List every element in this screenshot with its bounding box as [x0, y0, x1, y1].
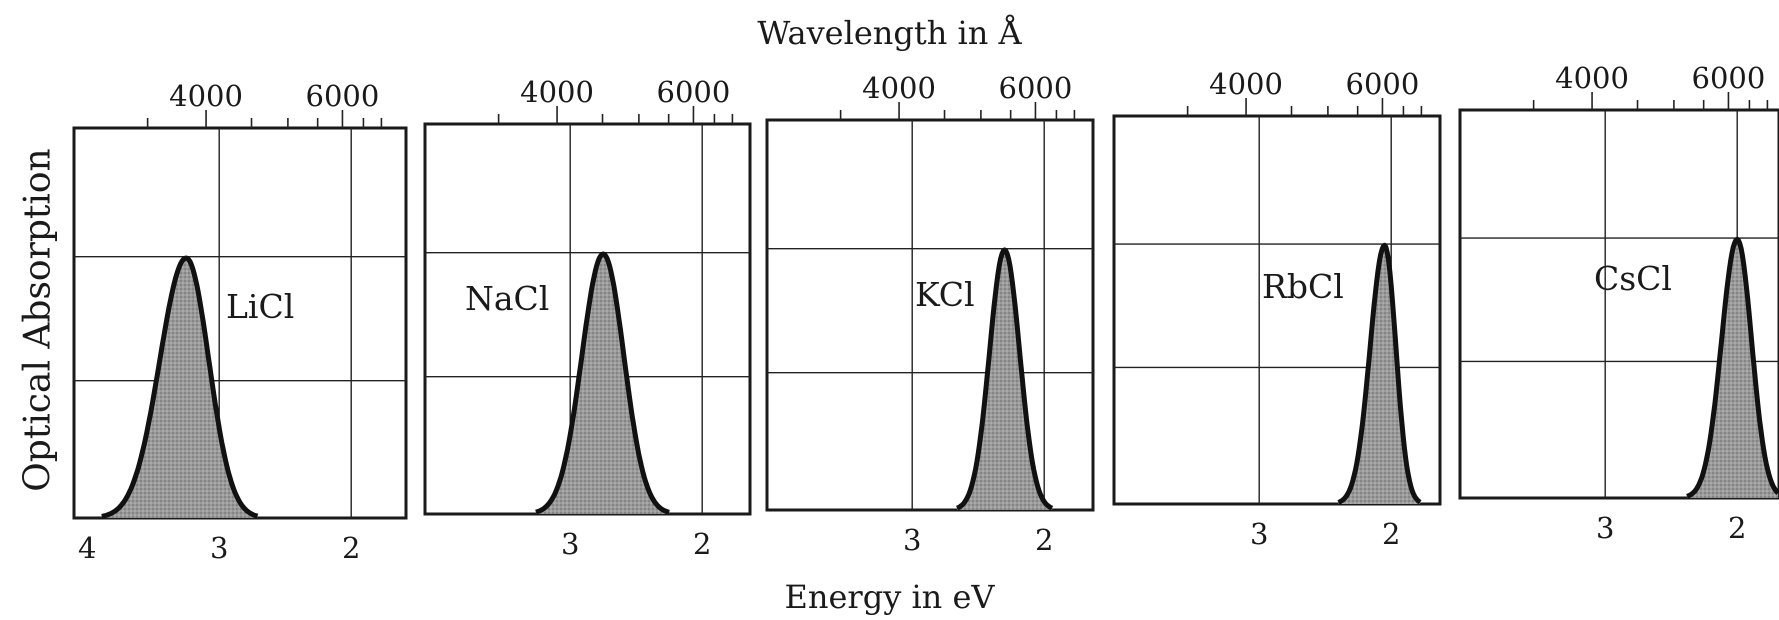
wavelength-tick-label: 6000	[657, 75, 731, 109]
panel-label: CsCl	[1594, 259, 1672, 298]
band-fill-licl	[101, 258, 258, 518]
wavelength-tick-label: 4000	[1555, 61, 1629, 95]
wavelength-tick-label: 6000	[1692, 61, 1766, 95]
wavelength-tick-label: 6000	[306, 79, 380, 113]
wavelength-tick-label: 4000	[520, 75, 594, 109]
band-curve-licl	[100, 255, 259, 519]
panel-nacl: NaCl 3 2 4000 6000	[423, 75, 752, 561]
energy-tick-label: 3	[903, 523, 921, 557]
wavelength-tick-label: 4000	[862, 71, 936, 105]
energy-tick-label: 2	[342, 531, 360, 565]
panel-kcl: KCl 3 2 4000 6000	[765, 71, 1095, 557]
wavelength-tick-label: 6000	[1346, 67, 1420, 101]
panel-frame	[765, 118, 1095, 512]
wavelength-tick-label: 6000	[999, 71, 1073, 105]
energy-tick-label: 3	[1250, 517, 1268, 551]
panel-label: KCl	[915, 275, 975, 314]
energy-tick-label: 2	[693, 527, 711, 561]
energy-tick-label: 4	[78, 531, 96, 565]
band-curve-kcl	[955, 247, 1054, 511]
bottom-axis-title: Energy in eV	[784, 578, 995, 616]
energy-tick-label: 3	[1596, 511, 1614, 545]
panel-frame	[1112, 114, 1442, 506]
panel-rbcl: RbCl 3 2 4000 6000	[1112, 67, 1442, 551]
energy-tick-label: 3	[561, 527, 579, 561]
band-fill-cscl	[1687, 239, 1779, 499]
panel-cscl: CsCl 3 2 4000 6000	[1458, 61, 1779, 545]
wavelength-tick-label: 4000	[1209, 67, 1283, 101]
band-fill-rbcl	[1338, 245, 1421, 505]
energy-tick-label: 2	[1035, 523, 1053, 557]
panel-licl: LiCl 4 3 2 4000 6000	[72, 79, 408, 565]
panel-label: RbCl	[1262, 267, 1344, 306]
band-curve-cscl	[1685, 236, 1779, 499]
energy-tick-label: 2	[1382, 517, 1400, 551]
band-curve-nacl	[534, 251, 671, 515]
panel-label: LiCl	[226, 287, 294, 326]
top-axis-title: Wavelength in Å	[757, 14, 1022, 52]
panel-frame	[1458, 108, 1779, 500]
energy-tick-label: 2	[1728, 511, 1746, 545]
band-curve-rbcl	[1337, 242, 1422, 505]
band-fill-nacl	[535, 254, 670, 514]
panel-label: NaCl	[465, 279, 549, 318]
energy-tick-label: 3	[210, 531, 228, 565]
wavelength-tick-label: 4000	[169, 79, 243, 113]
